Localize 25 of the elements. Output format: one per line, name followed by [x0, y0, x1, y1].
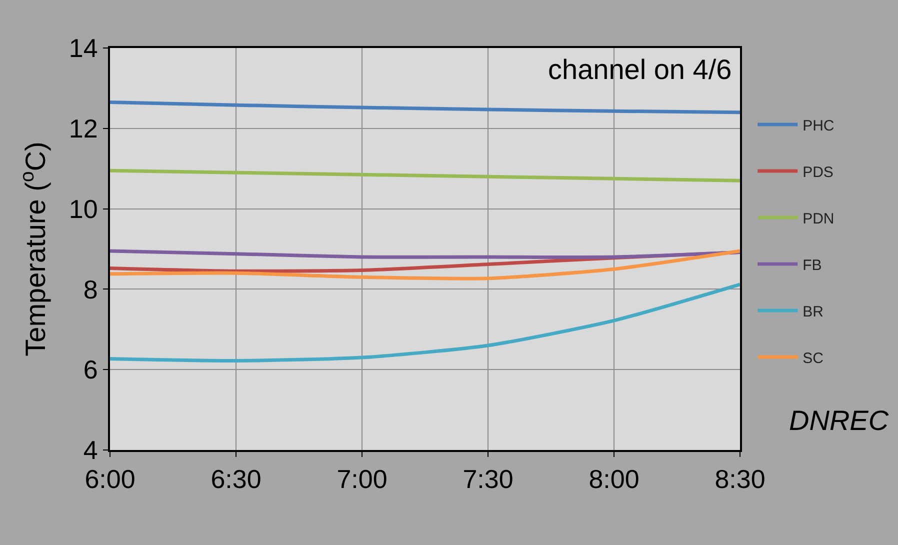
- y-tick-label: 12: [68, 114, 98, 144]
- x-tick-label: 6:00: [84, 464, 136, 494]
- x-tick-label: 7:00: [336, 464, 388, 494]
- legend-label: FB: [802, 256, 822, 274]
- x-tick-label: 7:30: [462, 464, 514, 494]
- line-series: [110, 100, 740, 114]
- x-tick-label: 8:30: [714, 464, 766, 494]
- line-series: [110, 249, 740, 259]
- line-series: [110, 249, 740, 280]
- legend-label: PDN: [802, 210, 834, 228]
- line-series: [110, 168, 740, 182]
- x-tick-label: 8:00: [588, 464, 640, 494]
- legend-label: BR: [802, 303, 824, 320]
- legend-label: PDS: [802, 164, 834, 181]
- x-tick-label: 6:30: [210, 464, 262, 494]
- line-series: [110, 282, 740, 363]
- y-tick-label: 14: [68, 33, 98, 64]
- y-tick-label: 6: [83, 354, 98, 385]
- legend-label: SC: [802, 350, 824, 367]
- y-tick-label: 4: [83, 435, 98, 466]
- y-tick-label: 10: [68, 194, 98, 224]
- annotation: channel on 4/6: [548, 54, 732, 85]
- y-tick-label: 8: [83, 274, 98, 304]
- legend-label: PHC: [802, 117, 834, 134]
- text: DNREC: [789, 405, 890, 436]
